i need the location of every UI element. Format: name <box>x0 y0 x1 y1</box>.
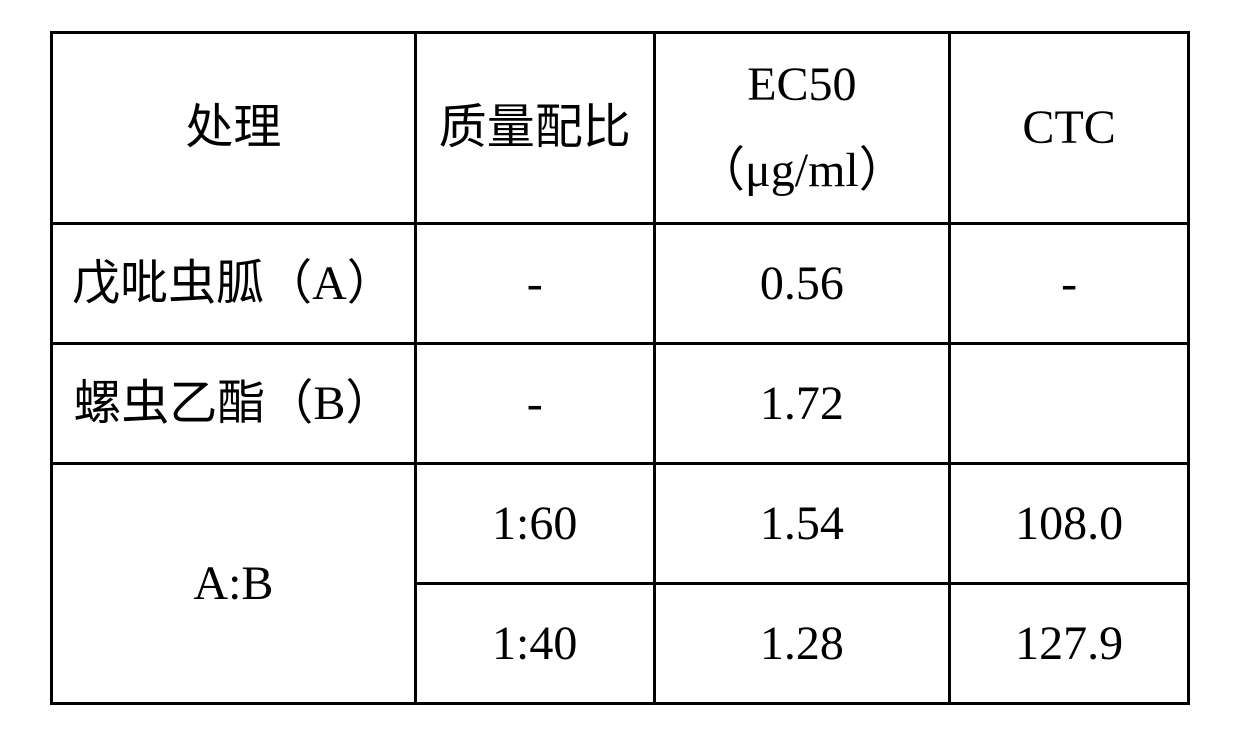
cell-ctc-b <box>950 344 1189 464</box>
cell-ctc-ab2: 127.9 <box>950 584 1189 704</box>
header-ec50: EC50 （μg/ml） <box>654 32 950 224</box>
cell-ec50-a: 0.56 <box>654 224 950 344</box>
cell-ctc-a: - <box>950 224 1189 344</box>
cell-treatment-b: 螺虫乙酯（B） <box>52 344 416 464</box>
header-ctc: CTC <box>950 32 1189 224</box>
table-row: 戊吡虫胍（A） - 0.56 - <box>52 224 1189 344</box>
header-treatment: 处理 <box>52 32 416 224</box>
cell-ec50-ab1: 1.54 <box>654 464 950 584</box>
cell-treatment-ab: A:B <box>52 464 416 704</box>
data-table-container: 处理 质量配比 EC50 （μg/ml） CTC 戊吡虫胍（A） - 0.56 … <box>50 31 1190 706</box>
table-row: 螺虫乙酯（B） - 1.72 <box>52 344 1189 464</box>
ec50-data-table: 处理 质量配比 EC50 （μg/ml） CTC 戊吡虫胍（A） - 0.56 … <box>50 31 1190 706</box>
ec50-unit: （μg/ml） <box>664 128 941 214</box>
cell-massratio-ab2: 1:40 <box>415 584 654 704</box>
cell-massratio-ab1: 1:60 <box>415 464 654 584</box>
cell-ctc-ab1: 108.0 <box>950 464 1189 584</box>
cell-ec50-b: 1.72 <box>654 344 950 464</box>
cell-massratio-a: - <box>415 224 654 344</box>
cell-ec50-ab2: 1.28 <box>654 584 950 704</box>
ec50-label: EC50 <box>747 58 856 111</box>
table-header-row: 处理 质量配比 EC50 （μg/ml） CTC <box>52 32 1189 224</box>
table-row: A:B 1:60 1.54 108.0 <box>52 464 1189 584</box>
cell-treatment-a: 戊吡虫胍（A） <box>52 224 416 344</box>
cell-massratio-b: - <box>415 344 654 464</box>
header-mass-ratio: 质量配比 <box>415 32 654 224</box>
